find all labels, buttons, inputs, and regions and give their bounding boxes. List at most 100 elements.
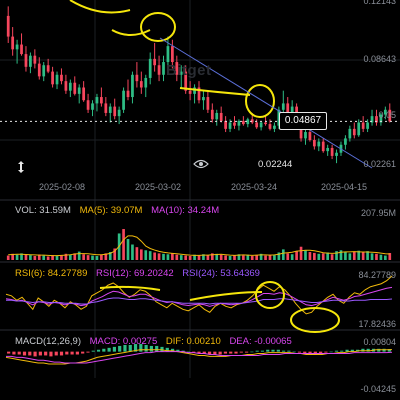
macd-bar — [197, 351, 201, 354]
candle — [33, 55, 37, 64]
macd-bar — [334, 350, 339, 352]
candle — [224, 120, 227, 129]
dea-line — [6, 351, 393, 364]
vol-ma5: MA(5): 39.07M — [79, 205, 143, 216]
macd-bar — [155, 345, 159, 352]
watermark: Bitget — [166, 62, 212, 79]
macd-bar — [218, 351, 222, 355]
macd-bar — [340, 350, 344, 352]
volume-bar — [228, 256, 232, 260]
annotation-stroke — [179, 87, 251, 96]
volume-bar — [122, 229, 125, 260]
macd-bar — [324, 351, 328, 353]
volume-bar — [82, 254, 85, 260]
candle — [60, 74, 63, 82]
volume-bar — [352, 252, 356, 260]
macd-bar — [107, 347, 111, 352]
volume-bar — [91, 255, 94, 260]
volume-bar — [277, 252, 281, 260]
candle — [6, 15, 10, 37]
volume-bar — [113, 248, 117, 260]
volume-bar — [304, 250, 307, 260]
volume-bar — [202, 254, 205, 260]
macd-bar — [213, 351, 217, 355]
macd-bar — [139, 344, 143, 352]
volume-bar — [46, 256, 50, 260]
volume-bar — [281, 249, 285, 260]
volume-bar — [210, 253, 214, 260]
volume-bar — [268, 254, 272, 260]
candle — [335, 152, 338, 156]
volume-bar — [51, 255, 54, 260]
macd-bar — [207, 351, 212, 355]
macd-bar — [144, 344, 148, 352]
macd-bar — [65, 351, 69, 355]
volume-bar — [242, 255, 245, 260]
candle — [171, 46, 174, 63]
volume-bar — [24, 254, 28, 260]
candle — [108, 106, 112, 113]
macd-bar — [49, 351, 53, 357]
volume-bar — [188, 256, 192, 260]
macd-bar — [91, 350, 95, 352]
date-tick: 2025-03-24 — [231, 182, 277, 192]
macd-bar — [387, 349, 391, 352]
macd-bar — [102, 348, 106, 352]
volume-bar — [379, 254, 383, 260]
macd-bar — [345, 349, 349, 352]
macd-bar — [239, 351, 243, 353]
macd-bar — [176, 349, 180, 352]
candle — [95, 97, 99, 104]
volume-bar — [157, 253, 161, 260]
macd-bar — [329, 351, 333, 353]
macd-bar — [12, 351, 16, 355]
volume-bar — [11, 253, 14, 260]
candle — [166, 46, 170, 63]
candle — [64, 81, 68, 91]
macd-bar — [319, 351, 323, 354]
candle — [210, 109, 214, 120]
volume-bar — [184, 255, 188, 260]
volume-bar — [131, 244, 134, 260]
volume-bar — [317, 253, 321, 260]
volume-bar — [20, 253, 23, 260]
candle — [241, 120, 245, 125]
macd-bar — [54, 351, 58, 356]
macd-bar — [118, 345, 122, 352]
current-price-tag[interactable]: 0.04867 — [279, 112, 327, 131]
macd-bar — [44, 351, 48, 356]
volume-bar — [64, 253, 68, 260]
volume-bar — [73, 253, 77, 260]
volume-bar — [273, 255, 276, 260]
volume-bar — [375, 253, 378, 260]
annotation-circle — [140, 12, 176, 42]
candle — [86, 100, 90, 110]
macd-legend: MACD(12,26,9) MACD: 0.00275 DIF: 0.00210… — [15, 336, 298, 347]
dif-value: DIF: 0.00210 — [165, 336, 221, 347]
macd-bar — [96, 349, 101, 352]
volume-bar — [237, 254, 241, 260]
volume-bar — [60, 255, 63, 260]
date-tick: 2025-04-15 — [321, 182, 367, 192]
candle — [77, 87, 81, 94]
macd-bar — [70, 351, 74, 355]
volume-bar — [206, 255, 210, 260]
candle — [348, 128, 352, 139]
candle — [122, 90, 125, 110]
macd-bar — [7, 351, 11, 354]
candle — [20, 44, 23, 55]
volume-bar — [326, 252, 329, 260]
volume-bar — [361, 252, 365, 260]
macd-bar — [86, 351, 90, 353]
candle — [375, 116, 378, 123]
candle — [290, 106, 294, 117]
candle — [304, 132, 307, 139]
date-tick: 2025-02-08 — [39, 182, 85, 192]
volume-bar — [37, 254, 41, 260]
candle — [148, 58, 152, 78]
dea-value: DEA: -0.00065 — [229, 336, 292, 347]
price-tick: 0.08643 — [363, 54, 396, 64]
trend-line — [159, 37, 373, 169]
volume-bar — [153, 252, 156, 260]
grid-lines — [0, 0, 400, 378]
